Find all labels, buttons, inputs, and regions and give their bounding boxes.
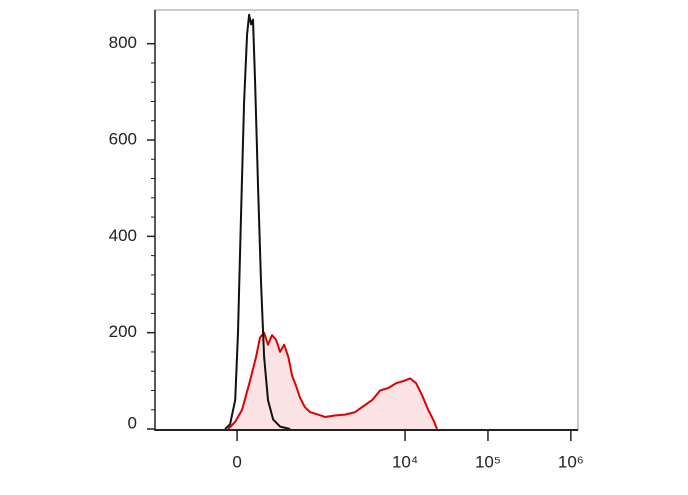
y-tick-label: 200 xyxy=(109,322,137,341)
x-tick-label: 10⁵ xyxy=(475,452,501,471)
x-tick-label: 10⁴ xyxy=(392,452,418,471)
x-tick-label: 10⁶ xyxy=(558,452,584,471)
y-tick-label: 800 xyxy=(109,33,137,52)
y-tick-label: 600 xyxy=(109,130,137,149)
x-tick-label: 0 xyxy=(232,452,241,471)
area xyxy=(228,332,438,429)
line xyxy=(224,13,291,430)
y-tick-label: 400 xyxy=(109,226,137,245)
plot-frame xyxy=(154,9,579,431)
y-tick-label: 0 xyxy=(128,413,137,432)
